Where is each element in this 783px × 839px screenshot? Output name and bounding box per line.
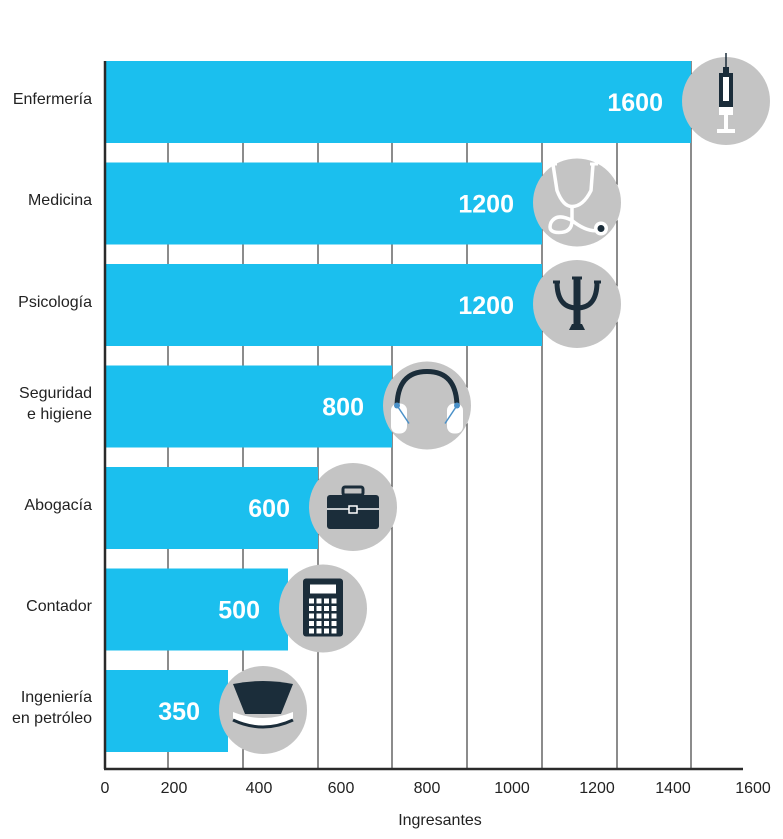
- bar: [105, 61, 691, 143]
- category-label: Medicina: [27, 192, 92, 209]
- bar-value-label: 350: [158, 698, 200, 726]
- bar: [105, 365, 392, 448]
- bar: [105, 162, 542, 245]
- bar: [105, 568, 288, 651]
- x-tick-label: 400: [246, 780, 273, 797]
- bar-value-label: 1200: [458, 191, 514, 219]
- bar: [105, 467, 318, 549]
- x-tick-label: 800: [414, 780, 441, 797]
- x-tick-label: 1000: [494, 780, 530, 797]
- category-label: Psicología: [18, 293, 92, 311]
- psi-icon: [533, 260, 621, 348]
- bar-value-label: 1200: [458, 292, 514, 320]
- hard-hat-icon: [219, 666, 307, 754]
- x-tick-label: 1400: [655, 780, 691, 797]
- stethoscope-icon: [533, 158, 621, 247]
- x-tick-label: 200: [161, 780, 188, 797]
- x-tick-label: 1200: [579, 780, 615, 797]
- x-axis-label: Ingresantes: [398, 812, 482, 829]
- calculator-icon: [279, 564, 367, 653]
- ear-protectors-icon: [383, 361, 471, 450]
- category-label: Seguridad e higiene: [19, 384, 92, 423]
- bar-value-label: 800: [322, 394, 364, 422]
- briefcase-icon: [309, 463, 397, 551]
- category-label: Abogacía: [24, 496, 92, 514]
- x-tick-label: 600: [328, 780, 355, 797]
- x-tick-label: 0: [101, 780, 110, 797]
- syringe-icon: [682, 53, 770, 145]
- category-label: Contador: [26, 598, 92, 615]
- bar-value-label: 600: [248, 495, 290, 523]
- category-label: Enfermería: [12, 90, 92, 108]
- bar: [105, 670, 228, 752]
- x-tick-label: 1600: [735, 780, 771, 797]
- bar-value-label: 1600: [607, 89, 663, 117]
- category-label: Ingeniería en petróleo: [11, 689, 92, 727]
- bar-value-label: 500: [218, 597, 260, 625]
- bar: [105, 264, 542, 346]
